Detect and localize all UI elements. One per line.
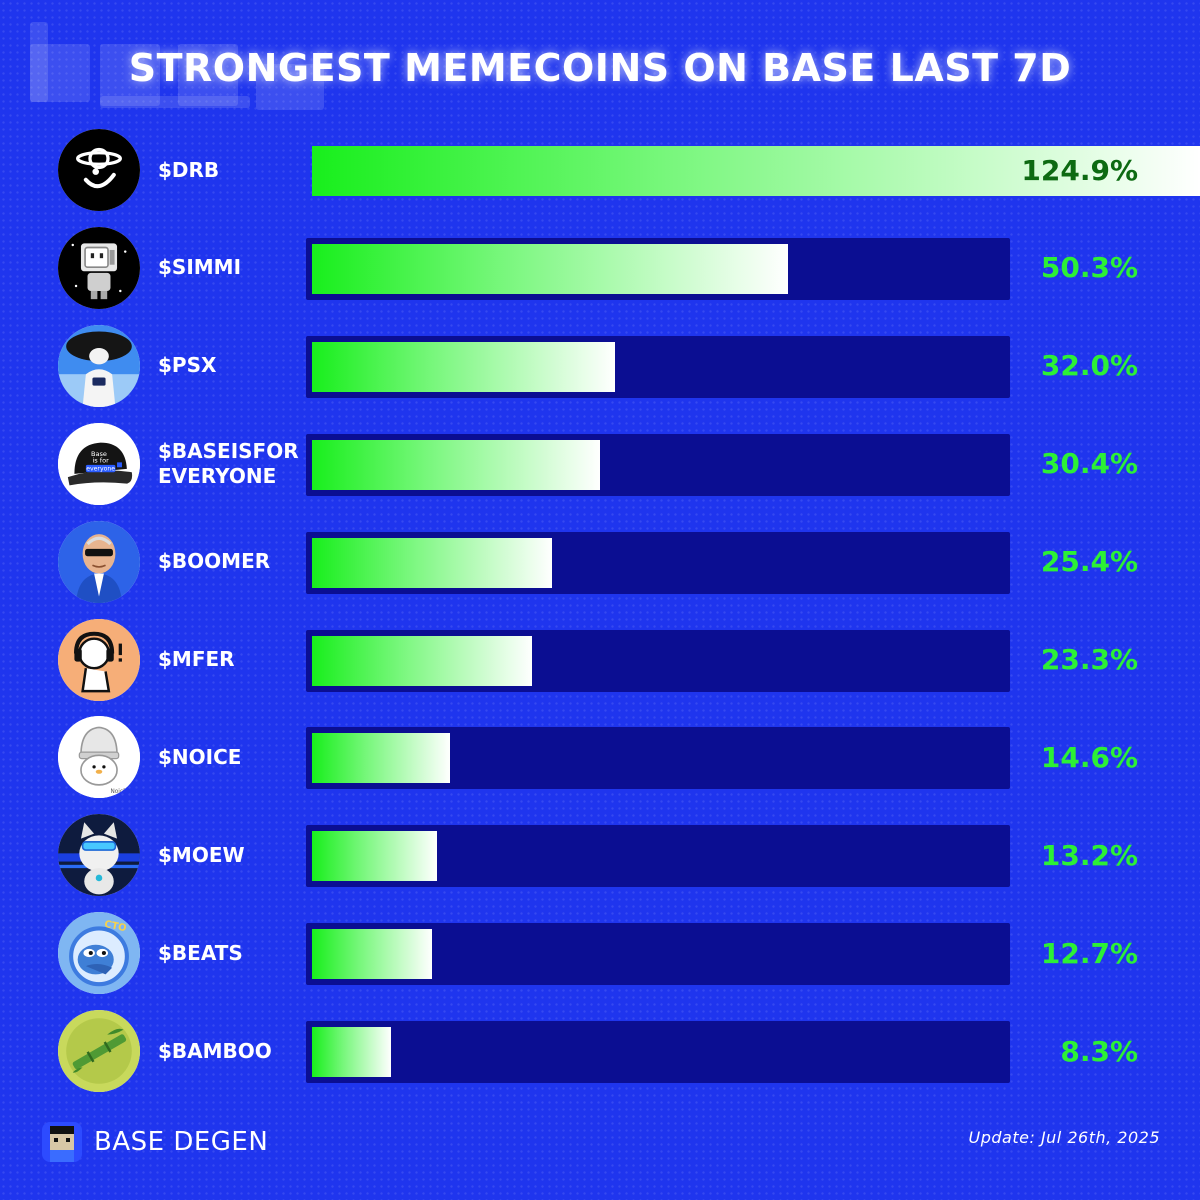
bar-row: $MOEW 13.2% — [0, 813, 1200, 897]
bamboo-icon — [58, 1010, 140, 1093]
category-label-line: $NOICE — [158, 744, 242, 769]
decorative-block — [30, 44, 90, 102]
bar — [312, 243, 788, 294]
bar — [312, 929, 433, 980]
bar — [312, 1027, 391, 1078]
category-label-line: $BASEISFOR — [158, 438, 299, 463]
chart-title: STRONGEST MEMECOINS ON BASE LAST 7D — [128, 46, 1072, 90]
category-label-line: EVERYONE — [158, 463, 277, 488]
mfer-headphones-icon — [58, 618, 140, 701]
data-label: 12.7% — [1040, 936, 1138, 970]
bar-track — [306, 237, 1010, 300]
category-label-line: $MFER — [158, 647, 235, 671]
bar — [312, 831, 437, 882]
cap-text: is for — [92, 456, 109, 464]
cap-text: everyone — [86, 465, 115, 472]
bar — [312, 635, 533, 686]
drb-smiley-icon — [58, 129, 140, 211]
category-label: $DRB — [158, 128, 308, 212]
pixel-avatar-icon — [42, 1122, 82, 1162]
bar — [312, 439, 600, 490]
decorative-block — [178, 44, 238, 106]
boomer-face-icon — [58, 520, 140, 603]
data-label: 50.3% — [1040, 251, 1138, 285]
category-label: $BASEISFOR EVERYONE — [158, 422, 308, 506]
category-label: $MFER — [158, 618, 308, 702]
data-label: 13.2% — [1040, 838, 1138, 872]
base-cap-icon: Base is for everyone — [58, 422, 140, 505]
data-label: 124.9% — [1021, 153, 1138, 187]
signature-text: NoicE — [110, 789, 127, 795]
category-label: $BEATS — [158, 911, 308, 995]
simmi-robot-icon — [58, 226, 140, 309]
category-label-line: $DRB — [158, 157, 220, 182]
badge-text: CTO — [103, 919, 127, 934]
bar-track — [306, 531, 1010, 594]
bar-track — [306, 433, 1010, 496]
category-label-line: $MOEW — [158, 842, 245, 867]
data-label: 8.3% — [1060, 1034, 1138, 1068]
category-label-line: $PSX — [158, 353, 217, 378]
cap-text: Base — [91, 449, 107, 457]
bar-row: NoicE $NOICE 14.6% — [0, 715, 1200, 799]
category-label: $NOICE — [158, 715, 308, 799]
decorative-block — [100, 96, 250, 108]
category-label: $BOOMER — [158, 520, 308, 604]
bar-track — [306, 335, 1010, 398]
decorative-block — [256, 64, 324, 110]
beats-frog-icon: CTO — [58, 912, 140, 995]
data-label: 32.0% — [1040, 349, 1138, 383]
bar-track — [306, 825, 1010, 888]
category-label: $MOEW — [158, 813, 308, 897]
bar — [312, 146, 1200, 196]
bar-row: $SIMMI 50.3% — [0, 226, 1200, 310]
brand-name: BASE DEGEN — [94, 1127, 269, 1157]
bar-row: $BAMBOO 8.3% — [0, 1009, 1200, 1093]
update-date: Update: Jul 26th, 2025 — [968, 1128, 1160, 1147]
bar-row: $DRB 124.9% — [0, 128, 1200, 212]
data-label: 14.6% — [1040, 740, 1138, 774]
bar-track — [306, 727, 1010, 790]
bar-track — [306, 1021, 1010, 1084]
decorative-block — [30, 22, 48, 102]
bar-row: $MFER 23.3% — [0, 618, 1200, 702]
data-label: 23.3% — [1040, 643, 1138, 676]
bar — [312, 341, 615, 392]
category-label: $BAMBOO — [158, 1009, 308, 1093]
psx-character-icon — [58, 324, 140, 407]
bar-track — [306, 629, 1010, 692]
bar — [312, 733, 451, 784]
category-label: $PSX — [158, 324, 308, 408]
category-label-line: $BOOMER — [158, 549, 271, 574]
bar-row: Base is for everyone $BASEISFOR EVERYONE 30.4… — [0, 422, 1200, 506]
brand-logo: BASE DEGEN — [42, 1122, 268, 1162]
noice-penguin-icon: NoicE — [58, 716, 140, 799]
category-label-line: $SIMMI — [158, 255, 242, 280]
moew-cat-icon — [58, 814, 140, 897]
bar — [312, 537, 553, 588]
data-label: 30.4% — [1040, 447, 1138, 481]
category-label-line: $BAMBOO — [158, 1038, 272, 1063]
bar-row: CTO $BEATS 12.7% — [0, 911, 1200, 995]
category-label-line: $BEATS — [158, 940, 243, 965]
decorative-block — [100, 44, 160, 106]
bar-row: $PSX 32.0% — [0, 324, 1200, 408]
bar-row: $BOOMER 25.4% — [0, 520, 1200, 604]
bar-track — [306, 923, 1010, 986]
data-label: 25.4% — [1040, 545, 1138, 579]
category-label: $SIMMI — [158, 226, 308, 310]
bar-track — [306, 140, 1200, 202]
